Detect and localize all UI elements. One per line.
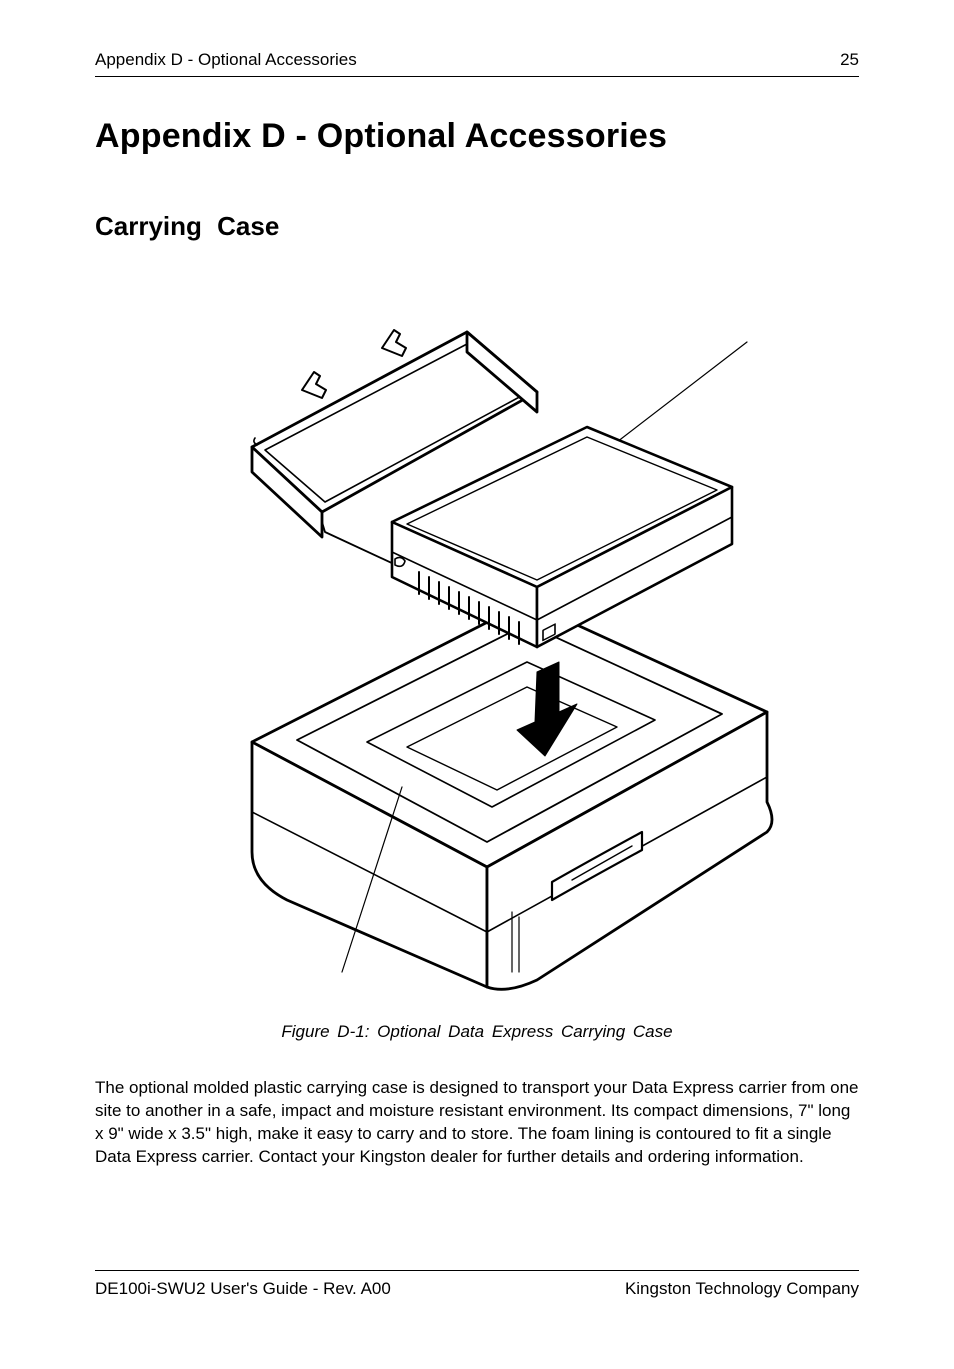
carrying-case-illustration: [157, 272, 797, 992]
figure-caption: Figure D-1: Optional Data Express Carryi…: [95, 1022, 859, 1042]
footer-left: DE100i-SWU2 User's Guide - Rev. A00: [95, 1279, 391, 1299]
header-page-number: 25: [840, 50, 859, 70]
footer-right: Kingston Technology Company: [625, 1279, 859, 1299]
footer-rule: [95, 1270, 859, 1271]
figure-container: [95, 272, 859, 992]
running-header: Appendix D - Optional Accessories 25: [95, 50, 859, 77]
header-left: Appendix D - Optional Accessories: [95, 50, 357, 70]
document-page: Appendix D - Optional Accessories 25 App…: [0, 0, 954, 1369]
section-heading: Carrying Case: [95, 211, 859, 242]
body-paragraph: The optional molded plastic carrying cas…: [95, 1077, 859, 1169]
appendix-title: Appendix D - Optional Accessories: [95, 117, 859, 156]
running-footer: DE100i-SWU2 User's Guide - Rev. A00 King…: [95, 1270, 859, 1299]
